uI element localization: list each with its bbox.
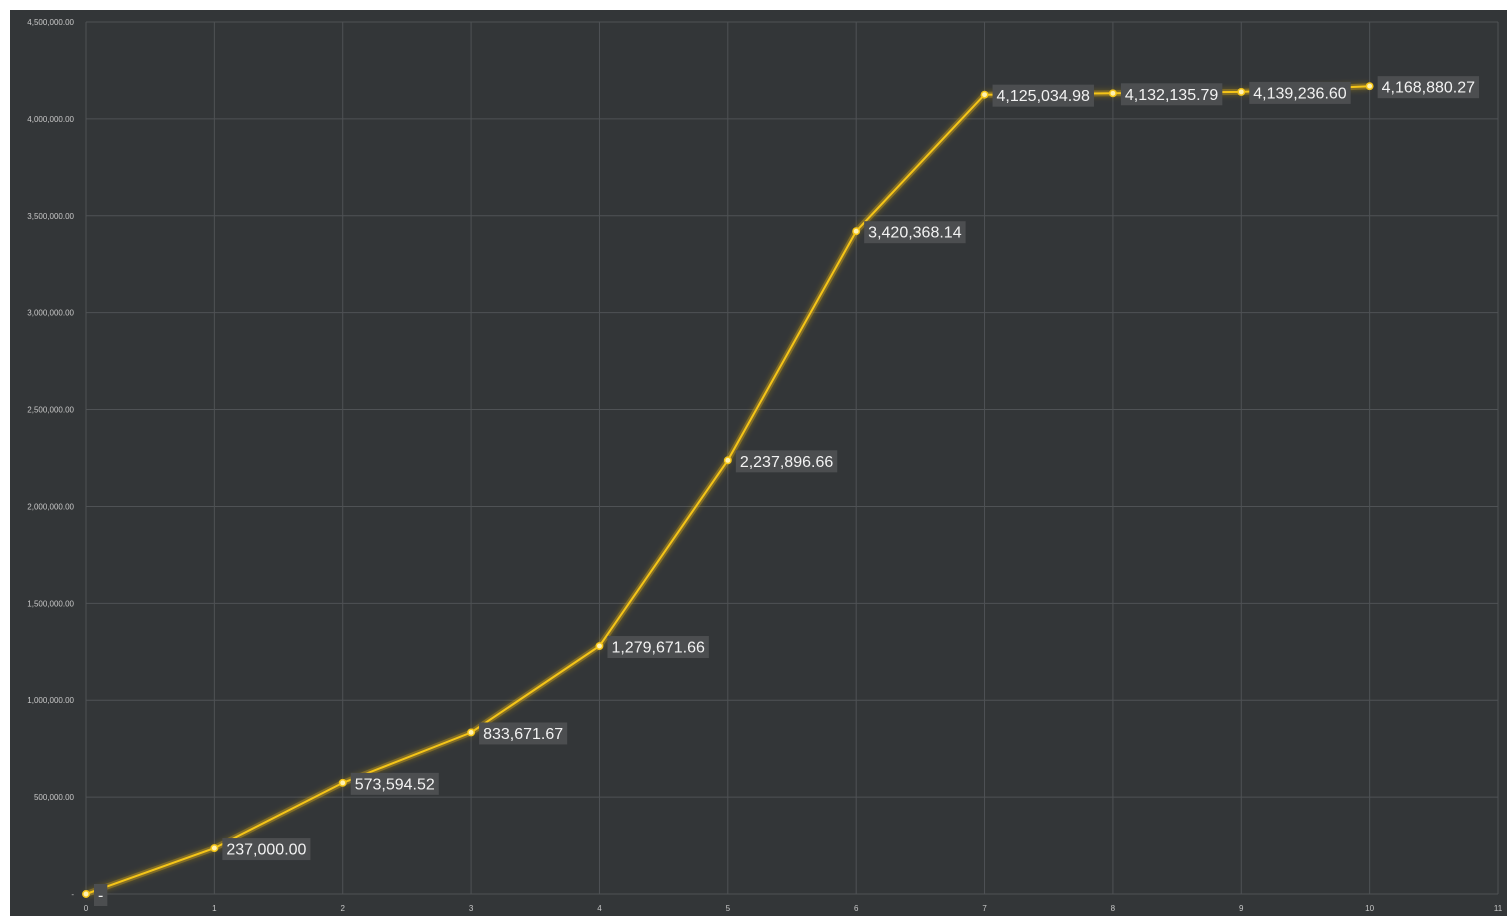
x-tick-label: 2	[341, 904, 346, 913]
y-tick-label: 1,500,000.00	[27, 599, 74, 608]
data-point	[82, 890, 90, 898]
y-tick-label: 2,000,000.00	[27, 502, 74, 511]
data-point	[980, 90, 989, 99]
data-label: 4,125,034.98	[992, 84, 1094, 107]
data-label: 833,671.67	[479, 722, 568, 745]
x-tick-label: 0	[84, 904, 89, 913]
data-point	[723, 456, 732, 465]
data-label: 3,420,368.14	[864, 221, 966, 244]
data-point	[210, 844, 219, 853]
y-tick-label: 500,000.00	[34, 793, 75, 802]
data-labels: - 237,000.00 573,594.52 833,671.67 1,279,671…	[94, 76, 1480, 906]
y-tick-label: 4,000,000.00	[27, 115, 74, 124]
data-label-box	[94, 884, 108, 906]
data-point	[338, 778, 347, 787]
data-label-box	[992, 84, 1094, 107]
data-label-box	[222, 838, 311, 861]
data-label-box	[1249, 81, 1351, 104]
x-tick-label: 11	[1494, 904, 1503, 913]
data-label-text: 573,594.52	[355, 776, 435, 793]
x-tick-label: 7	[982, 904, 987, 913]
y-tick-label: 3,000,000.00	[27, 309, 74, 318]
data-point	[595, 642, 604, 650]
data-point	[467, 728, 476, 737]
x-tick-label: 4	[597, 904, 602, 913]
x-tick-label: 5	[726, 904, 731, 913]
data-label-text: 2,237,896.66	[740, 454, 834, 471]
data-label-text: -	[98, 888, 103, 905]
data-label-text: 4,132,135.79	[1125, 87, 1219, 104]
y-tick-label: 3,500,000.00	[27, 212, 74, 221]
data-label-box	[735, 450, 838, 473]
data-label: 573,594.52	[350, 772, 439, 795]
data-label-text: 237,000.00	[226, 842, 306, 859]
x-tick-label: 10	[1365, 904, 1374, 913]
x-tick-label: 6	[854, 904, 859, 913]
data-label: 2,237,896.66	[735, 450, 838, 473]
data-label-text: 3,420,368.14	[868, 225, 962, 242]
x-tick-label: 9	[1239, 904, 1244, 913]
y-tick-label: 1,000,000.00	[27, 696, 74, 705]
data-label: 1,279,671.66	[607, 636, 709, 659]
data-label: 237,000.00	[222, 838, 311, 861]
data-point	[1237, 87, 1246, 96]
data-label-box	[350, 772, 439, 795]
data-label: -	[94, 884, 108, 906]
data-label: 4,132,135.79	[1120, 83, 1223, 106]
data-label-text: 4,125,034.98	[997, 88, 1091, 105]
x-tick-label: 1	[212, 904, 217, 913]
y-tick-label: 4,500,000.00	[27, 18, 74, 27]
data-label-box	[864, 221, 966, 244]
data-label-text: 1,279,671.66	[611, 640, 705, 657]
data-label-box	[1120, 83, 1223, 106]
data-label: 4,139,236.60	[1249, 81, 1351, 104]
y-tick-label: 2,500,000.00	[27, 406, 74, 415]
data-label-text: 4,168,880.27	[1382, 80, 1476, 97]
data-label: 4,168,880.27	[1377, 76, 1480, 99]
y-tick-label: -	[71, 890, 74, 899]
data-point	[1365, 82, 1374, 91]
axis-ticks: - 500,000.00 1,000,000.00 1,500,000.00 2,000…	[27, 18, 1502, 913]
data-label-box	[607, 636, 709, 659]
gridlines	[85, 21, 1499, 895]
data-label-text: 4,139,236.60	[1253, 85, 1347, 102]
data-label-box	[479, 722, 568, 745]
data-point	[1108, 89, 1117, 98]
x-tick-label: 8	[1111, 904, 1116, 913]
data-point	[852, 227, 861, 236]
x-tick-label: 3	[469, 904, 474, 913]
data-label-text: 833,671.67	[483, 726, 563, 743]
data-label-box	[1377, 76, 1480, 99]
